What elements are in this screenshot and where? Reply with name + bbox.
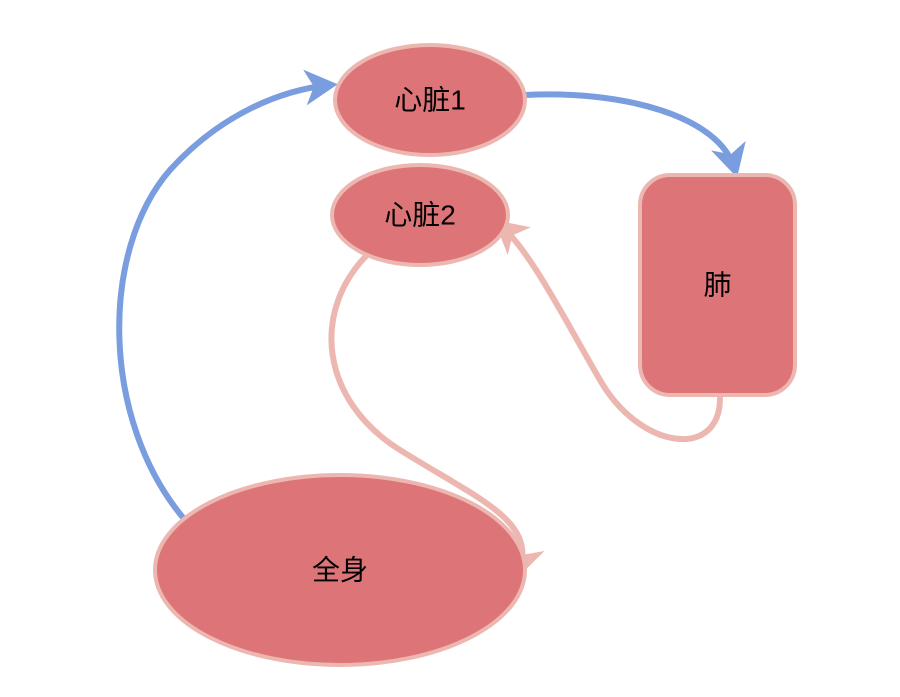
node-lung: 肺 — [640, 175, 795, 395]
node-label-lung: 肺 — [703, 270, 731, 301]
node-body: 全身 — [155, 475, 525, 665]
edge-e1 — [525, 94, 735, 170]
node-heart1: 心脏1 — [335, 45, 525, 155]
node-label-body: 全身 — [312, 555, 368, 586]
circulation-diagram: 心脏1 心脏2 肺全身 — [0, 0, 900, 697]
node-label-heart1: 心脏1 — [394, 85, 466, 116]
nodes-layer: 心脏1 心脏2 肺全身 — [155, 45, 795, 665]
node-label-heart2: 心脏2 — [384, 200, 456, 231]
edge-e4 — [119, 85, 330, 520]
node-heart2: 心脏2 — [332, 165, 508, 265]
